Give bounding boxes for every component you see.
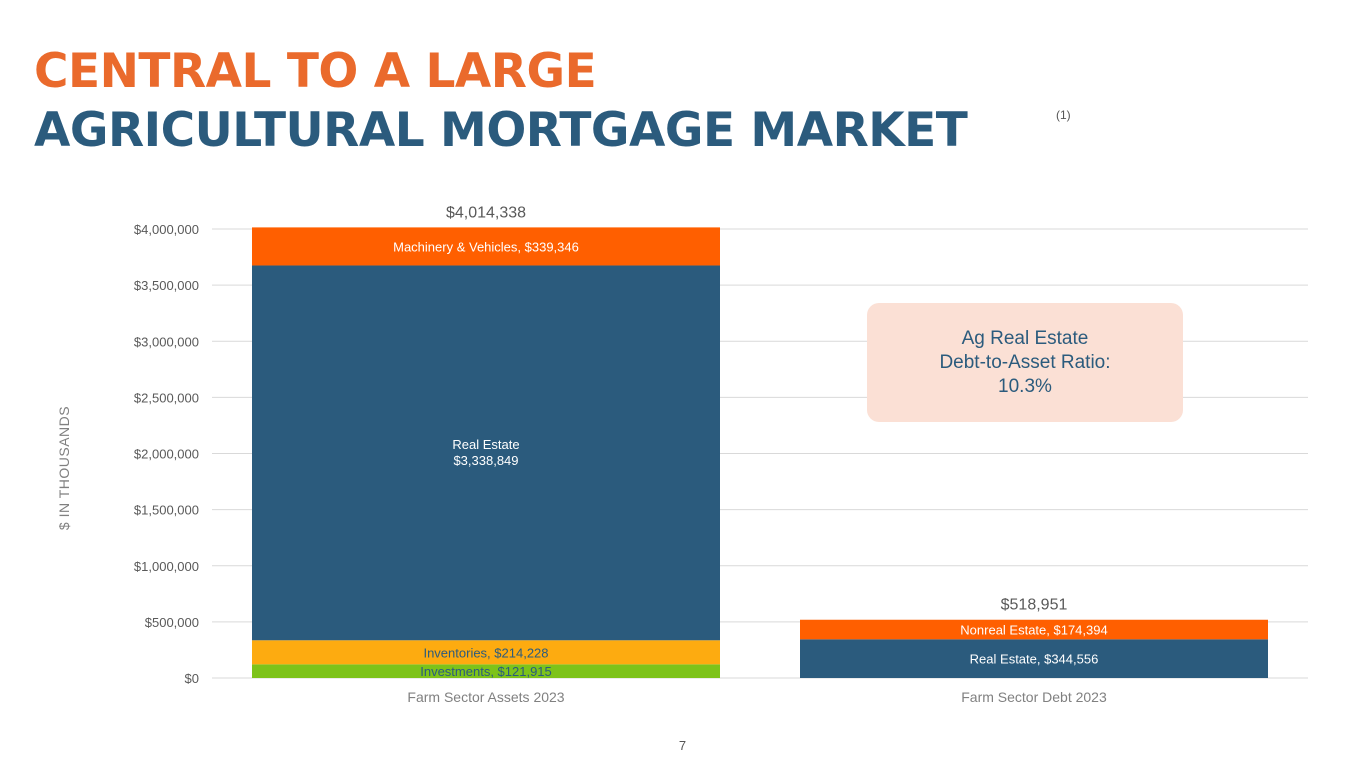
y-tick-label: $3,000,000 [134,334,199,349]
x-category-label: Farm Sector Assets 2023 [407,689,564,705]
ratio-line-2: Debt-to-Asset Ratio: [939,351,1111,373]
segment-data-label: Investments, $121,915 [420,664,552,679]
bar-segment-real-estate [800,639,1268,678]
y-tick-label: $3,500,000 [134,278,199,293]
ratio-line-1: Ag Real Estate [961,327,1089,349]
debt-to-asset-ratio-callout: Ag Real Estate Debt-to-Asset Ratio: 10.3… [867,303,1183,422]
title-line-1: CENTRAL TO A LARGE [34,44,597,99]
segment-data-label: Real Estate, $344,556 [970,652,1099,667]
segment-data-label: Nonreal Estate, $174,394 [960,623,1107,638]
y-tick-label: $2,500,000 [134,390,199,405]
y-tick-label: $0 [185,671,199,686]
bar-segment-investments [252,664,720,678]
y-tick-label: $2,000,000 [134,447,199,462]
y-tick-label: $500,000 [145,615,199,630]
bar-segment-inventories [252,640,720,665]
y-tick-label: $1,500,000 [134,503,199,518]
segment-data-label: Real Estate $3,338,849 [452,437,519,468]
segment-data-label: Inventories, $214,228 [423,645,548,660]
bar-total-label: $518,951 [1001,597,1068,614]
y-tick-label: $1,000,000 [134,559,199,574]
footnote-marker: (1) [1056,108,1071,122]
title-line-2: AGRICULTURAL MORTGAGE MARKET [34,103,968,158]
bar-segment-nonreal-estate [800,619,1268,640]
bar-segment-real-estate [252,265,720,641]
x-category-label: Farm Sector Debt 2023 [961,689,1107,705]
segment-data-label: Machinery & Vehicles, $339,346 [393,239,579,254]
ratio-value: 10.3% [998,375,1052,397]
y-tick-label: $4,000,000 [134,222,199,237]
bar-segment-machinery-vehicles [252,227,720,266]
bar-total-label: $4,014,338 [446,204,526,221]
page-number: 7 [678,738,687,753]
